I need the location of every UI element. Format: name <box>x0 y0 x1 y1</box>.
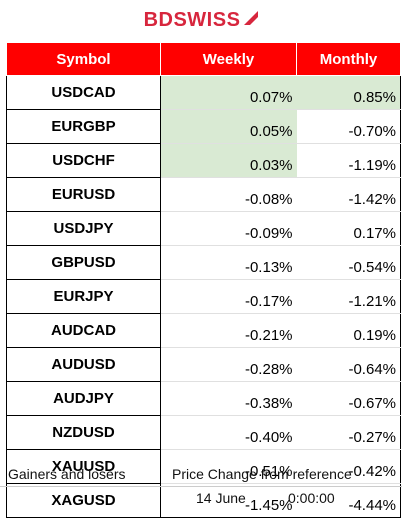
table-row: EURJPY -0.17% -1.21% <box>6 279 401 314</box>
monthly-cell: -0.67% <box>296 381 401 416</box>
weekly-cell: -0.21% <box>160 313 297 348</box>
table-header-row: Symbol Weekly Monthly <box>6 42 401 76</box>
table-row: AUDCAD -0.21% 0.19% <box>6 313 401 348</box>
weekly-cell: -0.28% <box>160 347 297 382</box>
table-row: EURGBP 0.05% -0.70% <box>6 109 401 144</box>
symbol-cell: GBPUSD <box>6 245 161 280</box>
brand-arrow-icon <box>244 11 259 25</box>
symbol-cell: XAUUSD <box>6 449 161 484</box>
table-row: USDCAD 0.07% 0.85% <box>6 75 401 110</box>
table-row: AUDJPY -0.38% -0.67% <box>6 381 401 416</box>
symbol-cell: EURUSD <box>6 177 161 212</box>
weekly-cell: -0.17% <box>160 279 297 314</box>
monthly-cell: -0.64% <box>296 347 401 382</box>
weekly-cell: 0.05% <box>160 109 297 144</box>
weekly-cell: -0.13% <box>160 245 297 280</box>
weekly-cell: -0.09% <box>160 211 297 246</box>
symbol-cell: AUDUSD <box>6 347 161 382</box>
header-symbol: Symbol <box>6 42 161 76</box>
monthly-cell: -1.19% <box>296 143 401 178</box>
table-row: USDJPY -0.09% 0.17% <box>6 211 401 246</box>
footer-price-change: Price Change from reference <box>172 466 352 482</box>
symbol-cell: NZDUSD <box>6 415 161 450</box>
symbol-cell: XAGUSD <box>6 483 161 518</box>
symbol-cell: EURJPY <box>6 279 161 314</box>
weekly-cell: -0.40% <box>160 415 297 450</box>
table-row: GBPUSD -0.13% -0.54% <box>6 245 401 280</box>
footer-gainers-losers: Gainers and losers <box>8 466 126 482</box>
footer-time: 0:00:00 <box>288 490 335 506</box>
brand-name: BDSWISS <box>143 9 241 31</box>
footer-divider <box>0 486 402 487</box>
monthly-cell: -0.27% <box>296 415 401 450</box>
header-monthly: Monthly <box>296 42 401 76</box>
table-row: XAUUSD -0.51% -0.42% <box>6 449 401 484</box>
monthly-cell: 0.17% <box>296 211 401 246</box>
footer-date: 14 June <box>196 490 246 506</box>
weekly-cell: 0.03% <box>160 143 297 178</box>
weekly-cell: -0.08% <box>160 177 297 212</box>
table-row: USDCHF 0.03% -1.19% <box>6 143 401 178</box>
monthly-cell: 0.19% <box>296 313 401 348</box>
weekly-cell: 0.07% <box>160 75 297 110</box>
symbol-cell: AUDCAD <box>6 313 161 348</box>
monthly-cell: -0.54% <box>296 245 401 280</box>
weekly-cell: -0.51% <box>160 449 297 484</box>
fx-performance-table: Symbol Weekly Monthly USDCAD 0.07% 0.85% EU… <box>6 42 401 518</box>
monthly-cell: -0.70% <box>296 109 401 144</box>
symbol-cell: USDCAD <box>6 75 161 110</box>
header-weekly: Weekly <box>160 42 297 76</box>
symbol-cell: USDJPY <box>6 211 161 246</box>
weekly-cell: -0.38% <box>160 381 297 416</box>
monthly-cell: -1.42% <box>296 177 401 212</box>
monthly-cell: -4.44% <box>296 483 401 518</box>
table-row: NZDUSD -0.40% -0.27% <box>6 415 401 450</box>
symbol-cell: AUDJPY <box>6 381 161 416</box>
table-row: AUDUSD -0.28% -0.64% <box>6 347 401 382</box>
table-row: EURUSD -0.08% -1.42% <box>6 177 401 212</box>
symbol-cell: EURGBP <box>6 109 161 144</box>
monthly-cell: -0.42% <box>296 449 401 484</box>
monthly-cell: 0.85% <box>296 75 401 110</box>
symbol-cell: USDCHF <box>6 143 161 178</box>
monthly-cell: -1.21% <box>296 279 401 314</box>
brand-logo: BDSWISS <box>0 6 402 34</box>
